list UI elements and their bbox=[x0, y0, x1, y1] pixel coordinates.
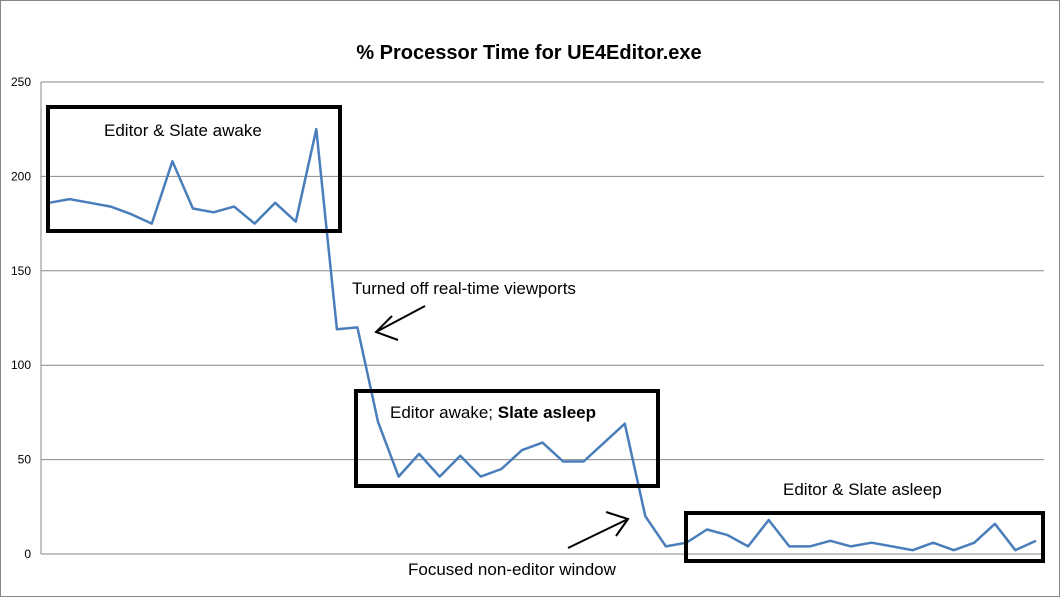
box-editor-slate-asleep bbox=[684, 511, 1045, 563]
chart-title: % Processor Time for UE4Editor.exe bbox=[356, 42, 701, 64]
y-tick-0: 0 bbox=[24, 547, 31, 561]
series-0-line bbox=[48, 127, 1037, 552]
box-editor-awake-slate-asleep bbox=[354, 389, 660, 488]
annotation-focused-window: Focused non-editor window bbox=[408, 560, 617, 579]
box-editor-slate-awake bbox=[46, 105, 342, 233]
annotation-editor-awake: Editor awake; bbox=[390, 403, 498, 422]
annotation-editor-slate-awake: Editor & Slate awake bbox=[104, 121, 262, 140]
y-tick-250: 250 bbox=[11, 75, 31, 89]
y-tick-labels: 0 50 100 150 200 250 bbox=[11, 75, 31, 561]
annotation-real-time-viewports: Turned off real-time viewports bbox=[352, 279, 576, 298]
y-tick-50: 50 bbox=[18, 453, 32, 467]
arrow-focused-window bbox=[567, 511, 630, 549]
annotation-editor-awake-slate-asleep: Editor awake; Slate asleep bbox=[390, 403, 596, 422]
gridlines bbox=[41, 81, 1044, 461]
annotation-slate-asleep: Slate asleep bbox=[498, 403, 596, 422]
y-tick-100: 100 bbox=[11, 358, 31, 372]
arrow-real-time-viewports bbox=[374, 305, 426, 341]
series-line bbox=[48, 127, 1037, 552]
y-tick-150: 150 bbox=[11, 264, 31, 278]
y-tick-200: 200 bbox=[11, 169, 31, 183]
annotation-editor-slate-asleep: Editor & Slate asleep bbox=[783, 480, 942, 499]
